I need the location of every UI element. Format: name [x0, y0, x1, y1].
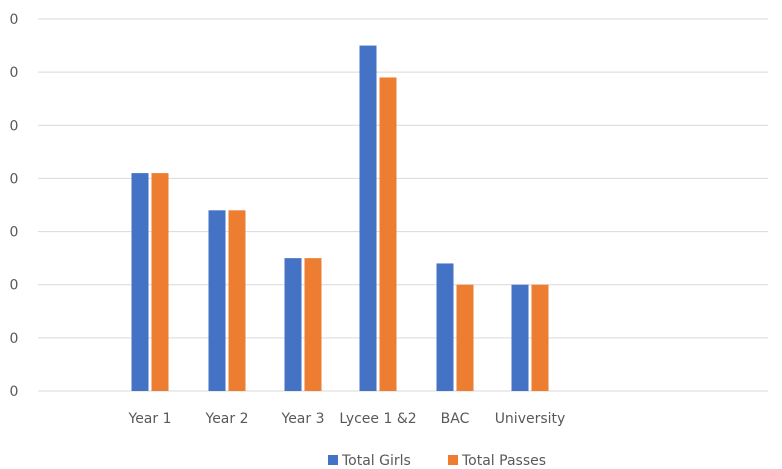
- x-tick-label: Lycee 1 &2: [339, 411, 416, 427]
- y-tick-label: 0: [10, 278, 19, 294]
- y-tick-label: 0: [10, 65, 19, 81]
- legend-label: Total Passes: [461, 453, 546, 469]
- x-tick-label: University: [495, 411, 566, 427]
- x-axis-ticks: Year 1 Year 2 Year 3 Lycee 1 &2 BAC Universit…: [128, 411, 566, 427]
- bar-total-passes: [304, 258, 322, 391]
- bar-total-girls: [131, 173, 149, 391]
- y-tick-label: 0: [10, 331, 19, 347]
- bar-total-girls: [511, 284, 529, 391]
- legend: Total Girls Total Passes: [328, 453, 546, 469]
- bar-total-girls: [284, 258, 302, 391]
- y-tick-label: 0: [10, 12, 19, 28]
- y-tick-label: 0: [10, 171, 19, 187]
- x-tick-label: Year 1: [128, 411, 172, 427]
- x-tick-label: Year 2: [205, 411, 249, 427]
- bar-total-girls: [359, 45, 377, 391]
- y-tick-label: 0: [10, 384, 19, 400]
- x-tick-label: Year 3: [281, 411, 325, 427]
- bar-total-passes: [531, 284, 549, 391]
- legend-swatch: [328, 455, 338, 465]
- bar-total-girls: [436, 263, 454, 391]
- legend-label: Total Girls: [341, 453, 411, 469]
- bars: [131, 45, 549, 391]
- bar-total-girls: [208, 210, 226, 391]
- y-tick-label: 0: [10, 225, 19, 241]
- bar-total-passes: [151, 173, 169, 391]
- bar-total-passes: [456, 284, 474, 391]
- bar-total-passes: [379, 77, 397, 391]
- y-axis-ticks: 0 0 0 0 0 0 0 0: [10, 12, 19, 400]
- bar-total-passes: [228, 210, 246, 391]
- y-tick-label: 0: [10, 118, 19, 134]
- x-tick-label: BAC: [441, 411, 470, 427]
- legend-swatch: [448, 455, 458, 465]
